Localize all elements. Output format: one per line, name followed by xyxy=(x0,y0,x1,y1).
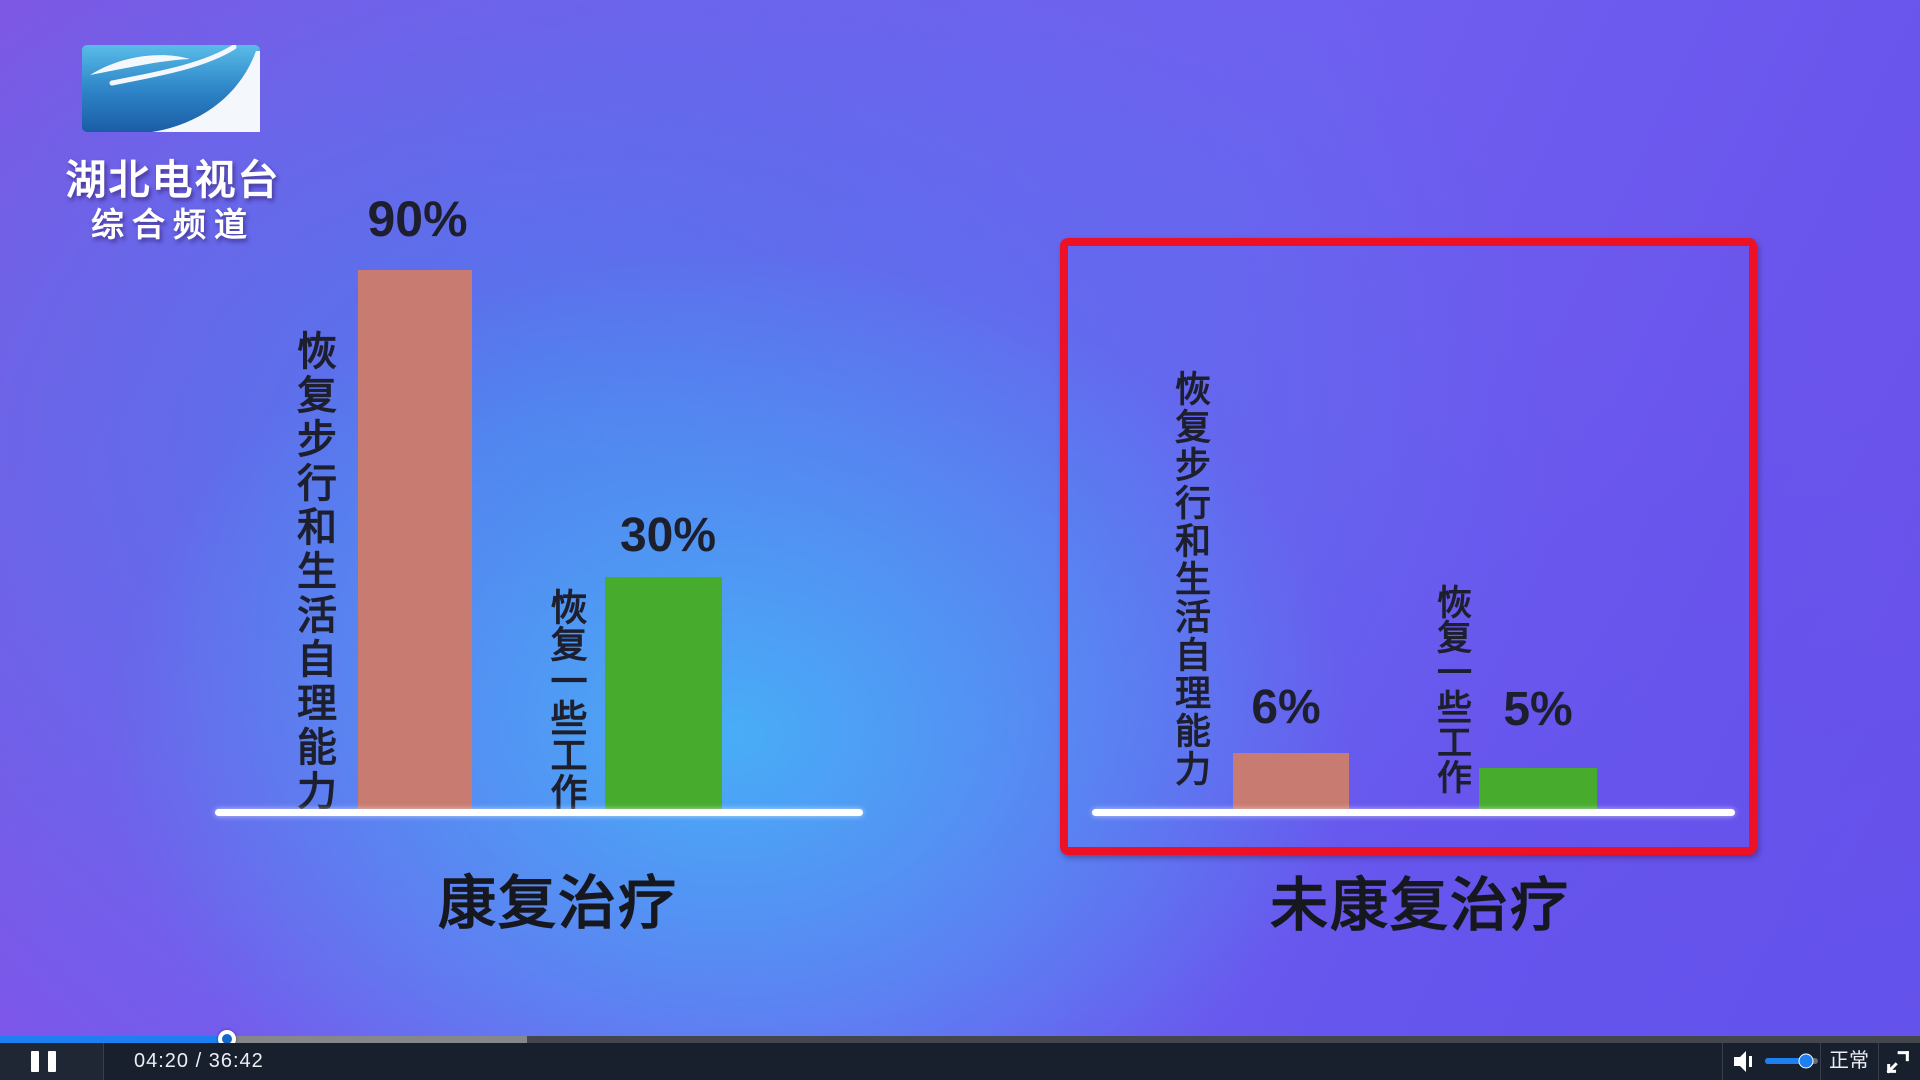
left-axis-line xyxy=(215,809,863,816)
right-bar2-value: 5% xyxy=(1503,683,1573,736)
channel-name: 综合频道 xyxy=(91,206,255,243)
volume-knob[interactable] xyxy=(1798,1053,1814,1069)
right-bar2-green xyxy=(1479,768,1597,812)
quality-button[interactable]: 正常 xyxy=(1829,1050,1869,1072)
pause-button[interactable] xyxy=(0,1043,103,1080)
seek-played xyxy=(0,1036,227,1043)
volume-fill xyxy=(1765,1058,1806,1064)
volume-slider[interactable] xyxy=(1765,1053,1818,1069)
left-bar2-value: 30% xyxy=(619,509,717,562)
divider xyxy=(103,1043,104,1080)
right-chart-title: 未康复治疗 xyxy=(1269,873,1570,938)
pause-icon xyxy=(48,1051,56,1072)
seek-bar[interactable] xyxy=(0,1030,1920,1048)
seek-buffered xyxy=(227,1036,527,1043)
highlight-red-box xyxy=(1060,238,1757,855)
station-name: 湖北电视台 xyxy=(65,157,281,203)
right-axis-line xyxy=(1092,809,1735,816)
left-chart-title: 康复治疗 xyxy=(437,871,678,936)
left-bar1-label: 恢复步行和生活自理能力 xyxy=(291,330,335,814)
left-bar2-label: 恢复一些工作 xyxy=(545,588,586,810)
divider xyxy=(1722,1043,1723,1080)
pause-icon xyxy=(31,1051,39,1072)
tv-logo-icon xyxy=(82,45,260,132)
right-bar1-value: 6% xyxy=(1251,681,1321,734)
right-bar1-pink xyxy=(1233,753,1349,812)
fullscreen-icon[interactable] xyxy=(1884,1048,1912,1076)
right-bar1-label: 恢复步行和生活自理能力 xyxy=(1170,370,1211,788)
right-bar2-label: 恢复一些工作 xyxy=(1432,584,1471,794)
player-control-bar: 04:20 / 36:42 正常 xyxy=(0,1043,1920,1080)
divider xyxy=(1820,1043,1821,1080)
volume-icon[interactable] xyxy=(1732,1049,1758,1074)
left-bar2-green xyxy=(605,577,722,812)
divider xyxy=(1878,1043,1879,1080)
left-bar1-pink xyxy=(358,270,472,812)
time-display: 04:20 / 36:42 xyxy=(134,1050,264,1072)
left-bar1-value: 90% xyxy=(367,191,468,247)
